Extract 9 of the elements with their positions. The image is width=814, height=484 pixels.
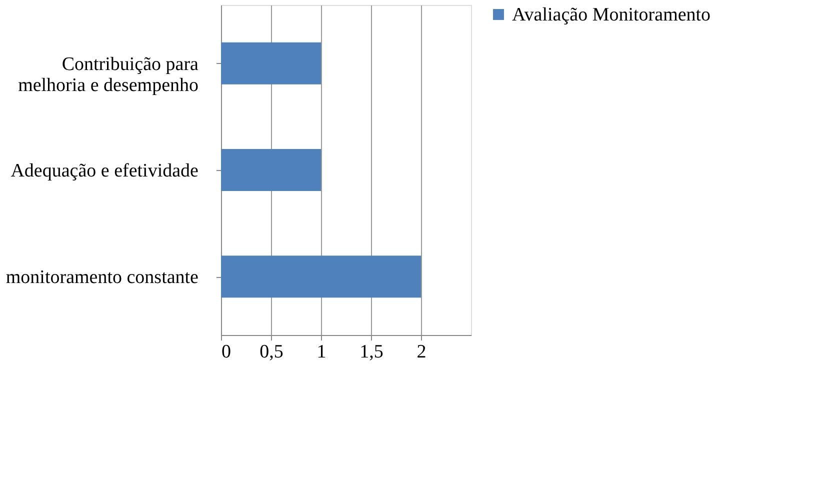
x-tick-label: 0,5 (260, 342, 284, 362)
x-tick-label: 0 (222, 342, 231, 362)
y-tick-label: Contribuição para melhoria e desempenho (18, 54, 200, 96)
x-tick-label: 1 (316, 342, 326, 362)
x-tick-label: 1,5 (360, 342, 384, 362)
y-tick-label: Adequação e efetividade (10, 160, 198, 182)
legend-label: Avaliação Monitoramento (512, 4, 711, 26)
x-tick-label: 2 (416, 342, 426, 362)
y-tick-label: monitoramento constante (6, 267, 198, 288)
